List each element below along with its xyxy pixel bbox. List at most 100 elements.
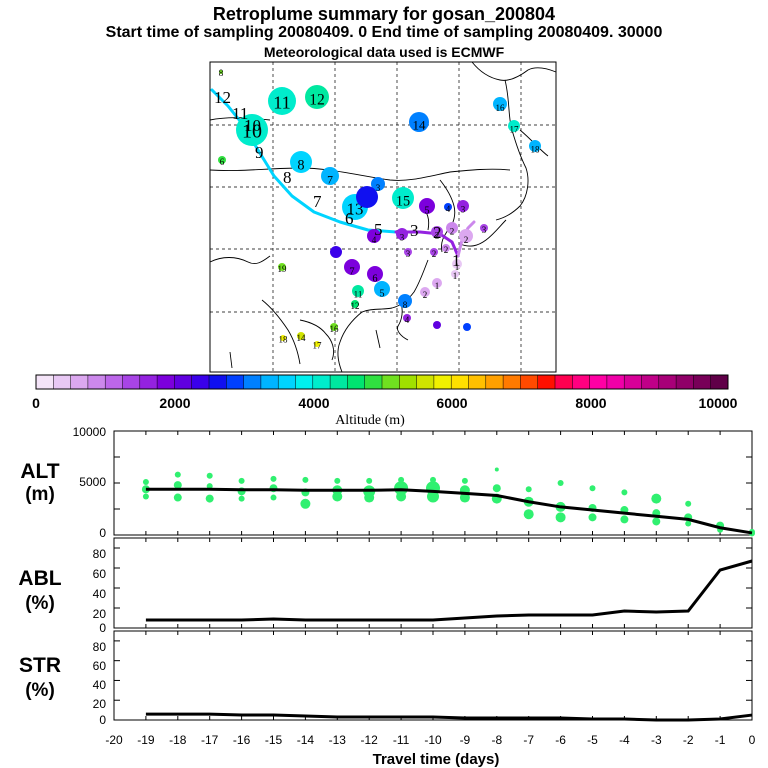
cluster-day-label: 1	[435, 281, 440, 291]
plume-cluster	[280, 335, 286, 341]
plume-cluster	[297, 332, 305, 340]
cluster-day-label: 16	[495, 103, 505, 113]
x-tick-label: -10	[424, 733, 442, 747]
str-panel-unit: (%)	[25, 680, 55, 701]
alt-panel-unit: (m)	[25, 484, 55, 505]
cluster-day-label: 14	[297, 333, 307, 343]
alt-scatter-point	[270, 494, 277, 501]
plume-cluster	[433, 321, 441, 329]
colorbar-cell	[382, 375, 400, 389]
colorbar-cell	[209, 375, 227, 389]
cluster-day-label: 14	[413, 117, 427, 132]
str-ytick-80: 80	[93, 640, 107, 654]
cluster-day-label: 12	[309, 91, 325, 108]
alt-scatter-point	[206, 472, 213, 479]
cluster-day-label: 12	[351, 301, 360, 311]
colorbar-cell	[278, 375, 296, 389]
cluster-day-label: 3	[376, 183, 381, 193]
day-label-11: 11	[232, 104, 248, 123]
colorbar-cell	[485, 375, 504, 389]
cluster-day-label: 15	[396, 193, 410, 209]
colorbar-cell	[87, 375, 106, 389]
alt-scatter-point	[366, 477, 373, 484]
plume-cluster	[452, 259, 462, 269]
colorbar-cell	[399, 375, 418, 389]
plume-cluster	[305, 85, 329, 109]
colorbar-tick-10000: 10000	[699, 395, 738, 411]
plume-cluster	[457, 200, 469, 212]
alt-scatter-point	[589, 485, 596, 492]
plume-cluster	[480, 224, 488, 232]
colorbar-cell	[105, 375, 123, 389]
plume-cluster	[392, 187, 414, 209]
alt-scatter-point	[461, 477, 468, 484]
day-label-6: 6	[345, 209, 354, 228]
alt-scatter-point	[300, 498, 311, 509]
alt-scatter-point	[651, 493, 662, 504]
plume-cluster	[396, 228, 408, 240]
plume-cluster	[529, 140, 541, 152]
x-tick-label: -3	[651, 733, 662, 747]
plume-cluster	[493, 97, 507, 111]
alt-scatter-point	[238, 495, 245, 502]
plume-cluster	[420, 287, 430, 297]
day-label-2: 2	[433, 223, 442, 242]
plume-cluster	[409, 112, 429, 132]
colorbar-cell	[693, 375, 712, 389]
alt-scatter-point	[174, 471, 181, 478]
abl-ytick-80: 80	[93, 547, 107, 561]
cluster-day-label: 3	[400, 232, 405, 242]
alt-scatter-point	[652, 517, 661, 526]
alt-scatter-point	[206, 483, 213, 490]
plume-cluster	[430, 248, 438, 256]
alt-scatter-point	[523, 509, 534, 520]
centroid-day-labels: 12 11 10 9 8 7 6 5 3 2 1	[214, 88, 461, 270]
plume-cluster	[367, 229, 381, 243]
colorbar-cell	[658, 375, 677, 389]
cluster-day-label: 17	[510, 124, 520, 134]
cluster-day-label: 5	[424, 205, 429, 216]
colorbar-tick-4000: 4000	[298, 395, 329, 411]
abl-panel: ABL (%) 80 60 40 20 0	[18, 537, 753, 635]
cluster-day-label: 3	[406, 249, 411, 259]
cluster-day-label: 1	[453, 271, 458, 281]
str-line	[145, 712, 753, 722]
x-tick-label: -18	[169, 733, 187, 747]
x-tick-label: -2	[683, 733, 694, 747]
colorbar-tick-2000: 2000	[159, 395, 190, 411]
colorbar-cell	[174, 375, 193, 389]
abl-ytick-20: 20	[93, 607, 107, 621]
alt-scatter-point	[205, 494, 214, 503]
plume-cluster	[314, 341, 320, 347]
colorbar-cell	[53, 375, 72, 389]
plume-cluster	[330, 323, 338, 331]
alt-scatter-point	[588, 513, 597, 522]
plume-cluster	[403, 314, 411, 322]
day-label-10: 10	[244, 116, 261, 135]
plume-cluster	[330, 246, 342, 258]
colorbar-cell	[520, 375, 539, 389]
x-axis-label: Travel time (days)	[373, 751, 500, 768]
abl-ytick-40: 40	[93, 587, 107, 601]
colorbar-cell	[416, 375, 435, 389]
panel-frame	[113, 537, 753, 629]
cluster-day-label: 11	[273, 92, 291, 112]
alt-scatter-point	[621, 489, 628, 496]
plume-cluster	[451, 270, 459, 278]
alt-scatter-point	[685, 500, 692, 507]
colorbar-cell	[364, 375, 383, 389]
str-ytick-20: 20	[93, 697, 107, 711]
cluster-day-label: 4	[446, 204, 451, 214]
plume-cluster	[374, 281, 390, 297]
cluster-day-label: 4	[405, 315, 410, 325]
alt-median-line	[145, 487, 753, 535]
alt-scatter-point	[270, 475, 277, 482]
cluster-day-label: 3	[482, 225, 487, 235]
colorbar-cell	[503, 375, 521, 389]
plume-cluster	[236, 114, 268, 146]
x-tick-label: -4	[619, 733, 630, 747]
colorbar-cell	[676, 375, 694, 389]
abl-panel-label: ABL	[18, 567, 61, 590]
